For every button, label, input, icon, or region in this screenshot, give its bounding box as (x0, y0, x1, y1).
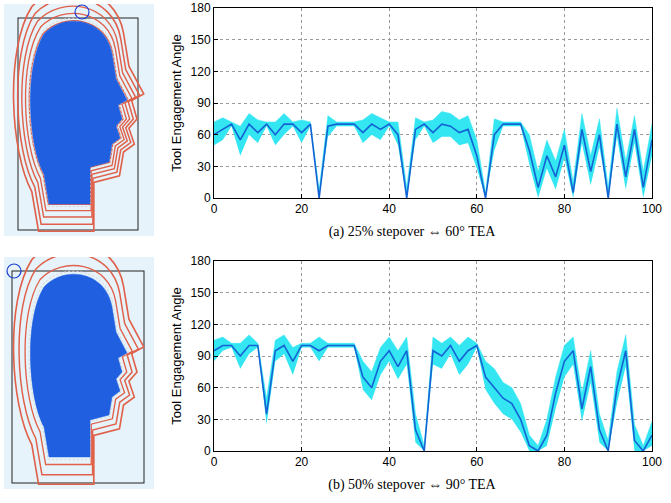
svg-text:60: 60 (470, 455, 484, 469)
svg-text:60: 60 (197, 128, 211, 142)
svg-text:20: 20 (295, 202, 309, 216)
svg-text:0: 0 (204, 444, 211, 458)
svg-text:120: 120 (191, 65, 211, 79)
svg-text:120: 120 (191, 318, 211, 332)
svg-text:150: 150 (191, 286, 211, 300)
svg-text:90: 90 (197, 349, 211, 363)
svg-text:30: 30 (197, 160, 211, 174)
svg-text:180: 180 (191, 254, 211, 268)
svg-text:40: 40 (383, 202, 397, 216)
svg-text:180: 180 (191, 1, 211, 15)
svg-text:80: 80 (558, 202, 572, 216)
svg-text:150: 150 (191, 33, 211, 47)
svg-text:0: 0 (211, 455, 218, 469)
svg-text:40: 40 (383, 455, 397, 469)
svg-text:60: 60 (197, 381, 211, 395)
svg-text:90: 90 (197, 96, 211, 110)
svg-text:100: 100 (642, 455, 662, 469)
svg-text:80: 80 (558, 455, 572, 469)
html-text:(b) 50% stepover ⇔ 90° TEA: (b) 50% stepover ⇔ 90° TEA (328, 477, 496, 492)
svg-text:Tool Engagement Angle: Tool Engagement Angle (169, 287, 184, 424)
svg-text:100: 100 (642, 202, 662, 216)
svg-text:20: 20 (295, 455, 309, 469)
svg-text:30: 30 (197, 413, 211, 427)
svg-text:0: 0 (204, 191, 211, 205)
html-text:(a) 25% stepover ⇔ 60° TEA: (a) 25% stepover ⇔ 60° TEA (328, 224, 496, 239)
svg-text:0: 0 (211, 202, 218, 216)
svg-text:60: 60 (470, 202, 484, 216)
svg-text:Tool Engagement Angle: Tool Engagement Angle (169, 34, 184, 171)
